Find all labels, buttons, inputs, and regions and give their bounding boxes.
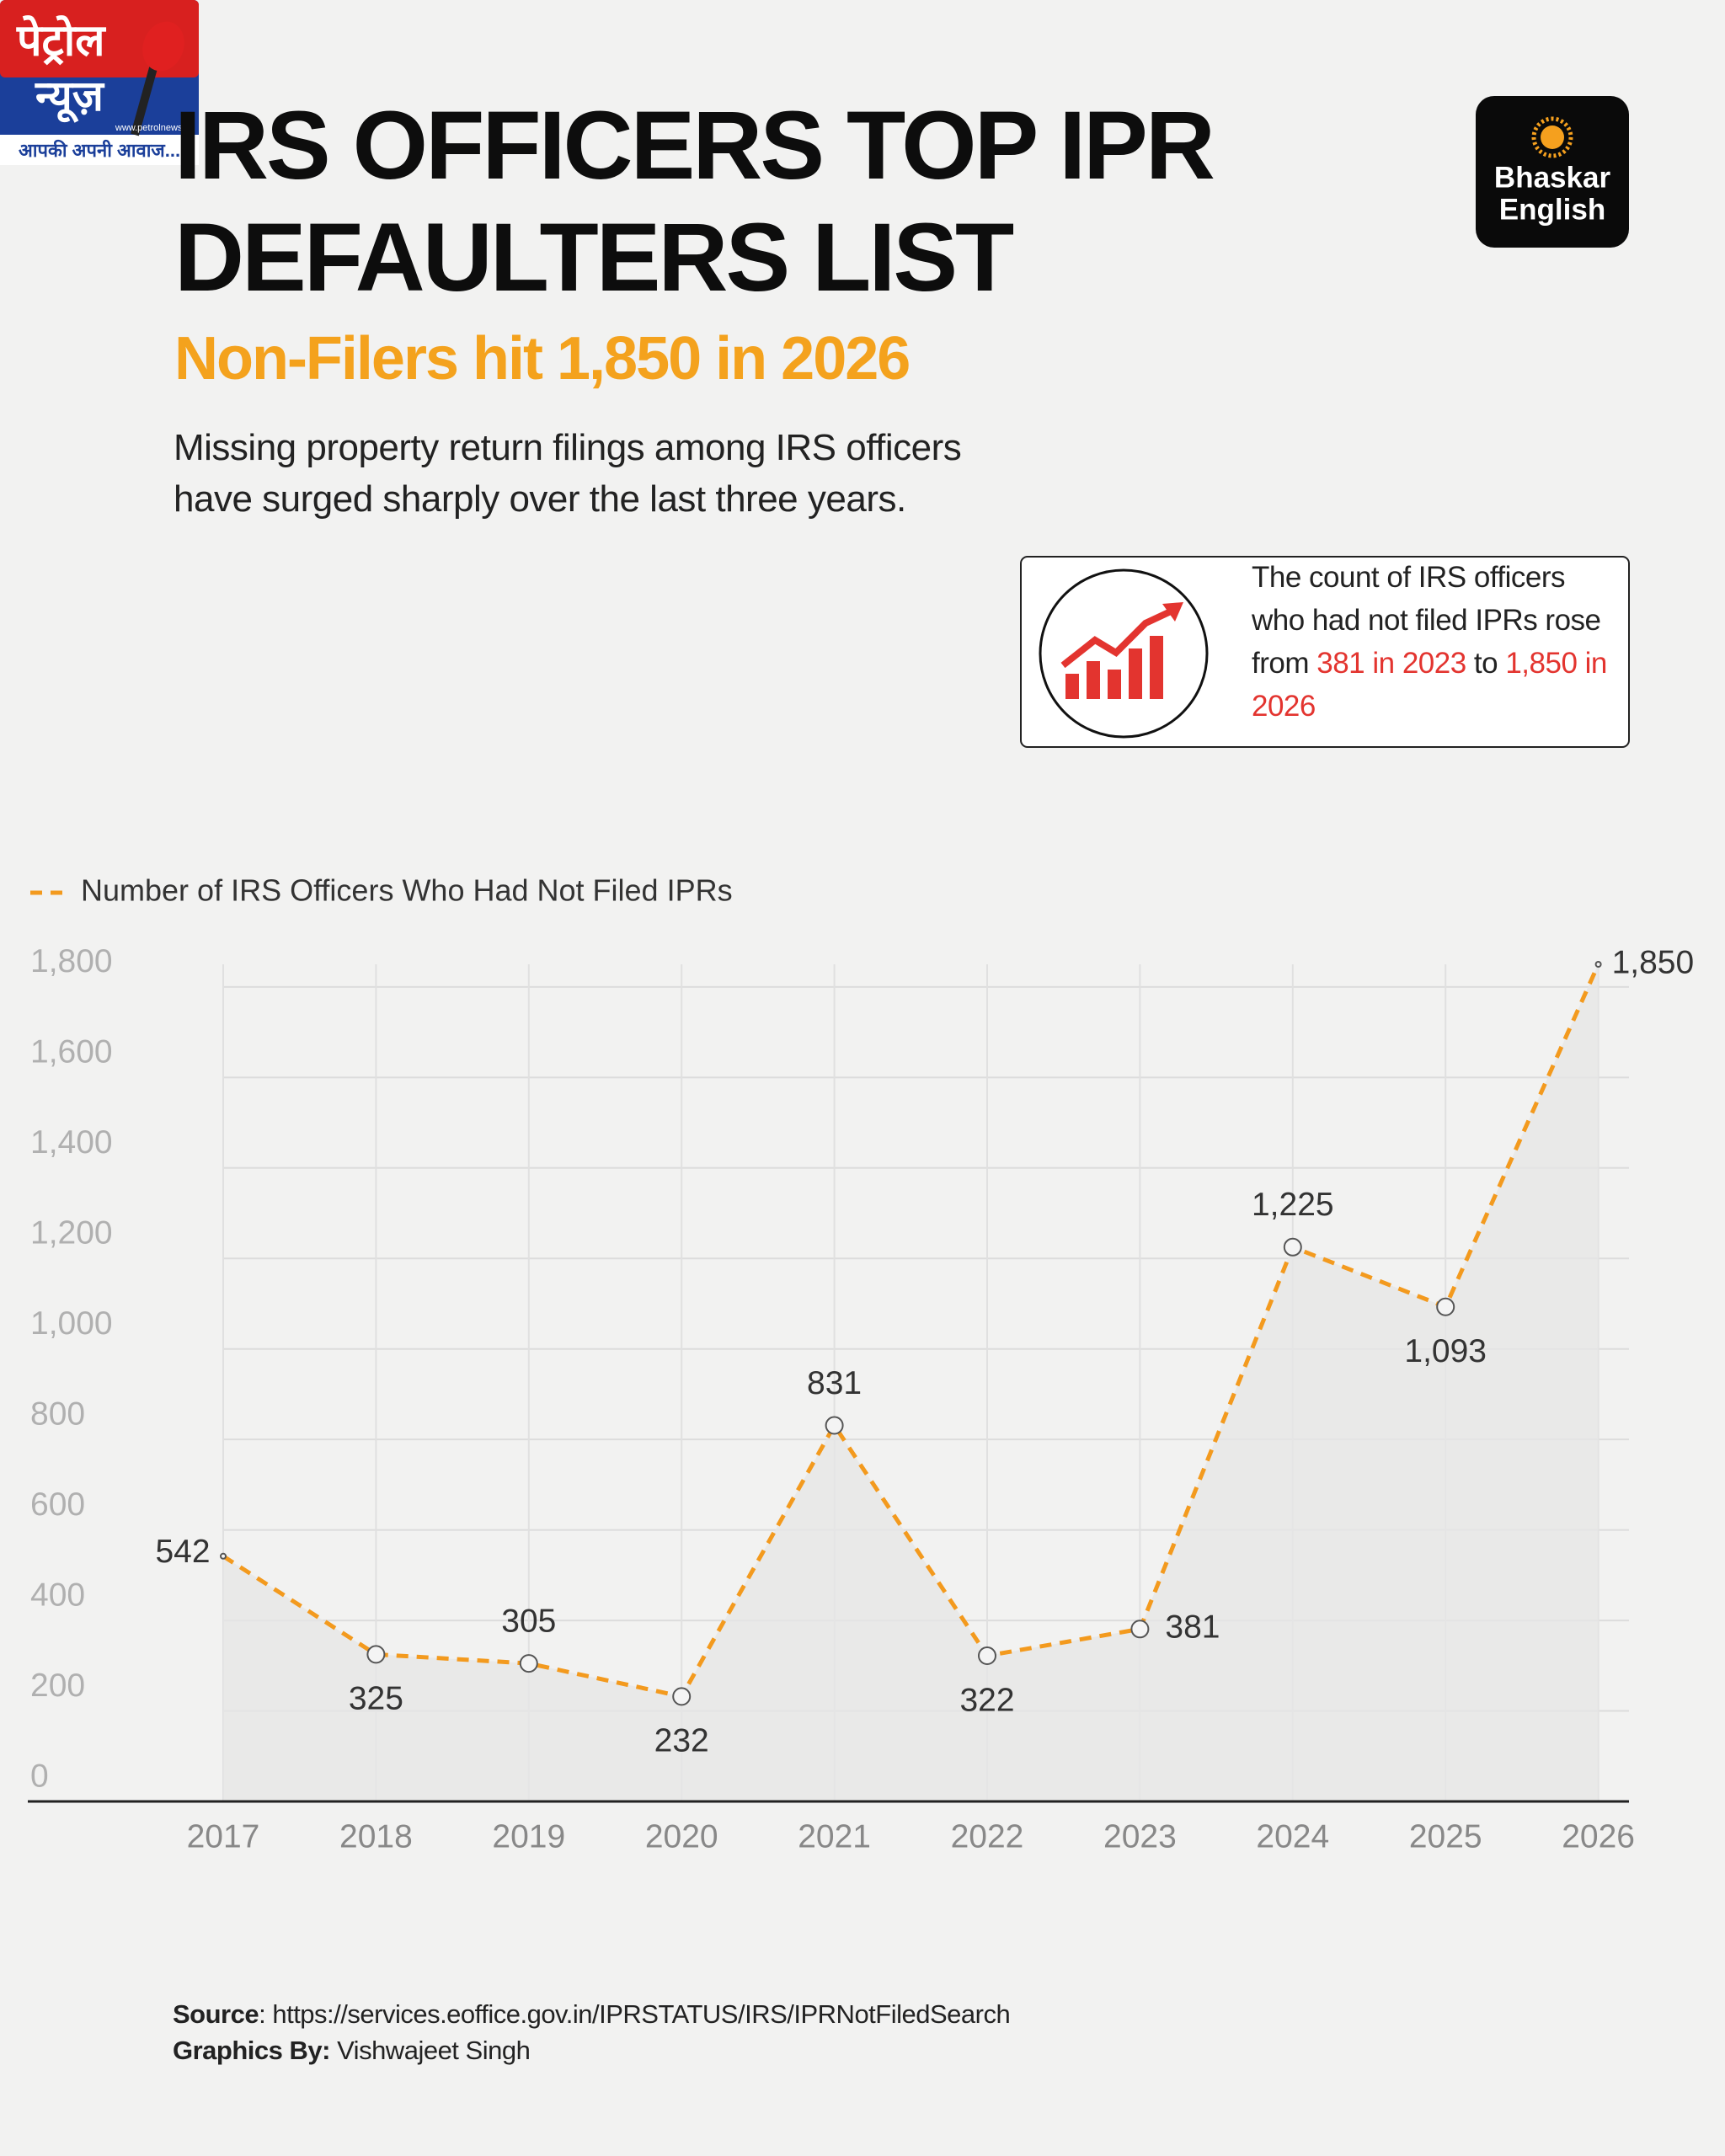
description-line: have surged sharply over the last three … bbox=[174, 478, 906, 520]
callout-text: The count of IRS officers who had not fi… bbox=[1252, 556, 1622, 728]
x-tick-label: 2017 bbox=[187, 1818, 260, 1854]
point bbox=[825, 1416, 844, 1435]
x-tick-label: 2020 bbox=[645, 1818, 718, 1854]
line bbox=[222, 963, 1600, 1700]
callout-part: to bbox=[1466, 647, 1506, 680]
callout-highlight: 1,850 in 2026 bbox=[1252, 647, 1607, 723]
value-label: 1,225 bbox=[1252, 1187, 1334, 1223]
source-text: : https://services.eoffice.gov.in/IPRSTA… bbox=[259, 1999, 1011, 2029]
x-tick-label: 2025 bbox=[1409, 1818, 1482, 1854]
point bbox=[1594, 961, 1602, 968]
x-tick-label: 2024 bbox=[1256, 1818, 1329, 1854]
y-tick-label: 1,400 bbox=[30, 1124, 113, 1161]
point bbox=[978, 1646, 996, 1665]
y-tick-label: 1,600 bbox=[30, 1034, 113, 1070]
credit-label: Graphics By: bbox=[173, 2036, 330, 2065]
y-tick-label: 1,200 bbox=[30, 1215, 113, 1251]
x-tick-label: 2026 bbox=[1562, 1818, 1635, 1854]
bhaskar-logo-line1: Bhaskar bbox=[1494, 161, 1611, 194]
area bbox=[223, 964, 1599, 1801]
growth-icon bbox=[1039, 568, 1209, 739]
subtitle: Non-Filers hit 1,850 in 2026 bbox=[174, 325, 911, 392]
point bbox=[1283, 1237, 1302, 1257]
point bbox=[519, 1654, 538, 1673]
source-line: Source: https://services.eoffice.gov.in/… bbox=[173, 1996, 1011, 2032]
description-line: Missing property return filings among IR… bbox=[174, 427, 962, 468]
value-label: 325 bbox=[349, 1681, 403, 1717]
point bbox=[366, 1645, 386, 1664]
point bbox=[672, 1687, 692, 1706]
point bbox=[1436, 1297, 1455, 1316]
legend-label: Number of IRS Officers Who Had Not Filed… bbox=[81, 873, 733, 908]
value-label: 232 bbox=[654, 1723, 709, 1759]
y-tick-label: 1,000 bbox=[30, 1305, 113, 1342]
source-label: Source bbox=[173, 1999, 259, 2029]
title: IRS OFFICERS TOP IPR DEFAULTERS LIST bbox=[174, 92, 1215, 312]
point bbox=[220, 1552, 227, 1560]
x-tick-label: 2021 bbox=[798, 1818, 871, 1854]
x-tick-label: 2022 bbox=[951, 1818, 1024, 1854]
value-label: 305 bbox=[501, 1603, 556, 1639]
petrol-logo-url: www.petrolnews.in bbox=[115, 123, 192, 133]
y-tick-label: 200 bbox=[30, 1668, 85, 1704]
petrol-logo-line2: न्यूज़ bbox=[35, 72, 105, 123]
point bbox=[1130, 1620, 1150, 1639]
y-tick-label: 600 bbox=[30, 1486, 85, 1523]
y-tick-label: 1,800 bbox=[30, 943, 113, 979]
microphone bbox=[131, 21, 184, 136]
x-tick-label: 2019 bbox=[492, 1818, 565, 1854]
y-tick-label: 0 bbox=[30, 1758, 49, 1794]
petrol-logo-strip bbox=[0, 135, 199, 165]
callout-part: The count of IRS officers who had not fi… bbox=[1252, 561, 1601, 680]
callout-highlight: 381 in 2023 bbox=[1316, 647, 1466, 680]
value-label: 1,093 bbox=[1404, 1333, 1487, 1369]
y-tick-label: 400 bbox=[30, 1577, 85, 1613]
petrol-logo-tagline: आपकी अपनी आवाज... bbox=[19, 139, 180, 161]
plot-area: Number of IRS Officers Who Had Not Filed… bbox=[28, 873, 1695, 1854]
credit-line: Graphics By: Vishwajeet Singh bbox=[173, 2032, 1010, 2068]
y-tick-label: 800 bbox=[30, 1396, 85, 1432]
value-label: 322 bbox=[959, 1682, 1014, 1718]
x-tick-label: 2023 bbox=[1103, 1818, 1177, 1854]
bhaskar-logo-line2: English bbox=[1499, 193, 1605, 226]
petrol-logo-line1: पेट्रोल bbox=[16, 15, 106, 66]
value-label: 542 bbox=[155, 1534, 210, 1570]
value-label: 831 bbox=[807, 1365, 862, 1401]
bhaskar-sun bbox=[1531, 116, 1573, 158]
credit-text: Vishwajeet Singh bbox=[329, 2036, 531, 2065]
value-label: 1,850 bbox=[1612, 944, 1695, 980]
footer: Source: https://services.eoffice.gov.in/… bbox=[173, 1996, 1011, 2068]
description: Missing property return filings among IR… bbox=[174, 422, 962, 525]
value-label: 381 bbox=[1165, 1609, 1220, 1646]
x-tick-label: 2018 bbox=[339, 1818, 413, 1854]
bhaskar-logo-bg bbox=[1476, 96, 1629, 248]
